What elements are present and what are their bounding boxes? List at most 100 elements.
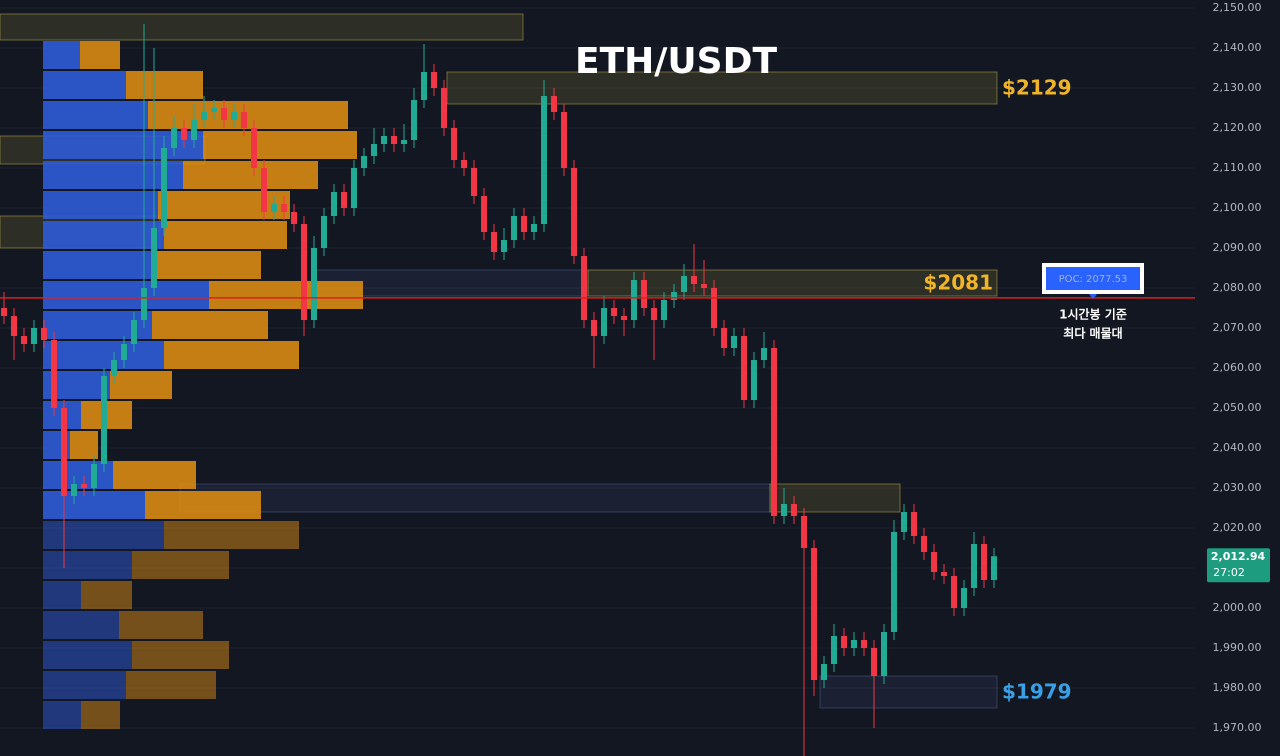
candle-body [561,112,567,168]
candle-body [981,544,987,580]
candle-body [221,108,227,120]
candle-body [501,240,507,252]
price-zone [587,269,998,297]
candle-body [451,128,457,160]
poc-label: POC: 2077.53 [1059,274,1128,285]
candle-body [701,284,707,288]
profile-sell-bar [164,521,299,549]
candle-body [471,168,477,196]
y-tick-label: 2,120.00 [1213,121,1262,134]
y-tick-label: 2,110.00 [1213,161,1262,174]
candle-body [11,316,17,336]
candle-body [521,216,527,232]
y-tick-label: 2,140.00 [1213,41,1262,54]
candle-body [661,300,667,320]
profile-sell-bar [126,671,216,699]
candle-body [1,308,7,316]
profile-sell-bar [148,101,348,129]
profile-sell-bar [81,701,120,729]
profile-sell-bar [152,251,261,279]
candle-body [691,276,697,284]
chart-title: ETH/USDT [575,41,777,82]
candle-body [541,96,547,224]
candle-body [381,136,387,144]
price-zone [0,13,524,41]
candle-body [231,112,237,120]
profile-buy-bar [43,461,113,489]
profile-buy-bar [43,191,158,219]
candle-body [171,128,177,148]
candle-body [151,228,157,288]
profile-buy-bar [43,521,164,549]
profile-buy-bar [43,251,152,279]
y-tick-label: 1,980.00 [1213,681,1262,694]
profile-buy-bar [43,221,164,249]
candle-body [311,248,317,320]
profile-sell-bar [126,71,203,99]
y-tick-label: 1,990.00 [1213,641,1262,654]
candle-body [631,280,637,320]
candle-body [851,640,857,648]
candle-body [961,588,967,608]
candle-body [931,552,937,572]
candle-body [861,640,867,648]
candle-body [621,316,627,320]
annotation: 1시간봉 기준 [1059,307,1127,322]
y-tick-label: 2,070.00 [1213,321,1262,334]
candle-body [251,128,257,168]
profile-buy-bar [43,641,132,669]
candle-body [711,288,717,328]
profile-sell-bar [164,221,287,249]
candle-body [71,484,77,496]
candle-body [651,308,657,320]
candle-body [921,536,927,552]
candle-body [361,156,367,168]
profile-buy-bar [43,341,164,369]
candle-body [751,360,757,400]
zone-label: $2081 [923,271,993,295]
candle-body [91,464,97,488]
candle-body [51,340,57,408]
candle-body [531,224,537,232]
candle-body [131,320,137,344]
candle-body [41,328,47,340]
profile-buy-bar [43,161,183,189]
price-zone [446,71,998,105]
y-tick-label: 2,040.00 [1213,441,1262,454]
candle-body [841,636,847,648]
candle-body [991,556,997,580]
profile-sell-bar [113,461,196,489]
profile-sell-bar [132,551,229,579]
candle-body [671,292,677,300]
profile-sell-bar [203,131,357,159]
candle-body [401,140,407,144]
candle-body [941,572,947,576]
annotation: 최다 매물대 [1063,326,1122,341]
y-tick-label: 2,060.00 [1213,361,1262,374]
candle-body [881,632,887,676]
y-tick-label: 2,050.00 [1213,401,1262,414]
profile-sell-bar [119,611,203,639]
profile-sell-bar [132,641,229,669]
profile-buy-bar [43,41,80,69]
candle-body [391,136,397,144]
candle-body [891,532,897,632]
countdown: 27:02 [1213,566,1245,579]
y-tick-label: 2,100.00 [1213,201,1262,214]
candle-body [301,224,307,320]
candle-body [581,256,587,320]
candle-body [181,128,187,140]
candle-body [191,120,197,140]
candle-body [791,504,797,516]
candle-body [771,348,777,516]
profile-sell-bar [70,431,98,459]
poc-pointer [1089,294,1097,299]
profile-sell-bar [152,311,268,339]
profile-buy-bar [43,701,81,729]
profile-buy-bar [43,671,126,699]
candle-body [871,648,877,676]
price-zone [179,483,771,513]
candle-body [201,112,207,120]
